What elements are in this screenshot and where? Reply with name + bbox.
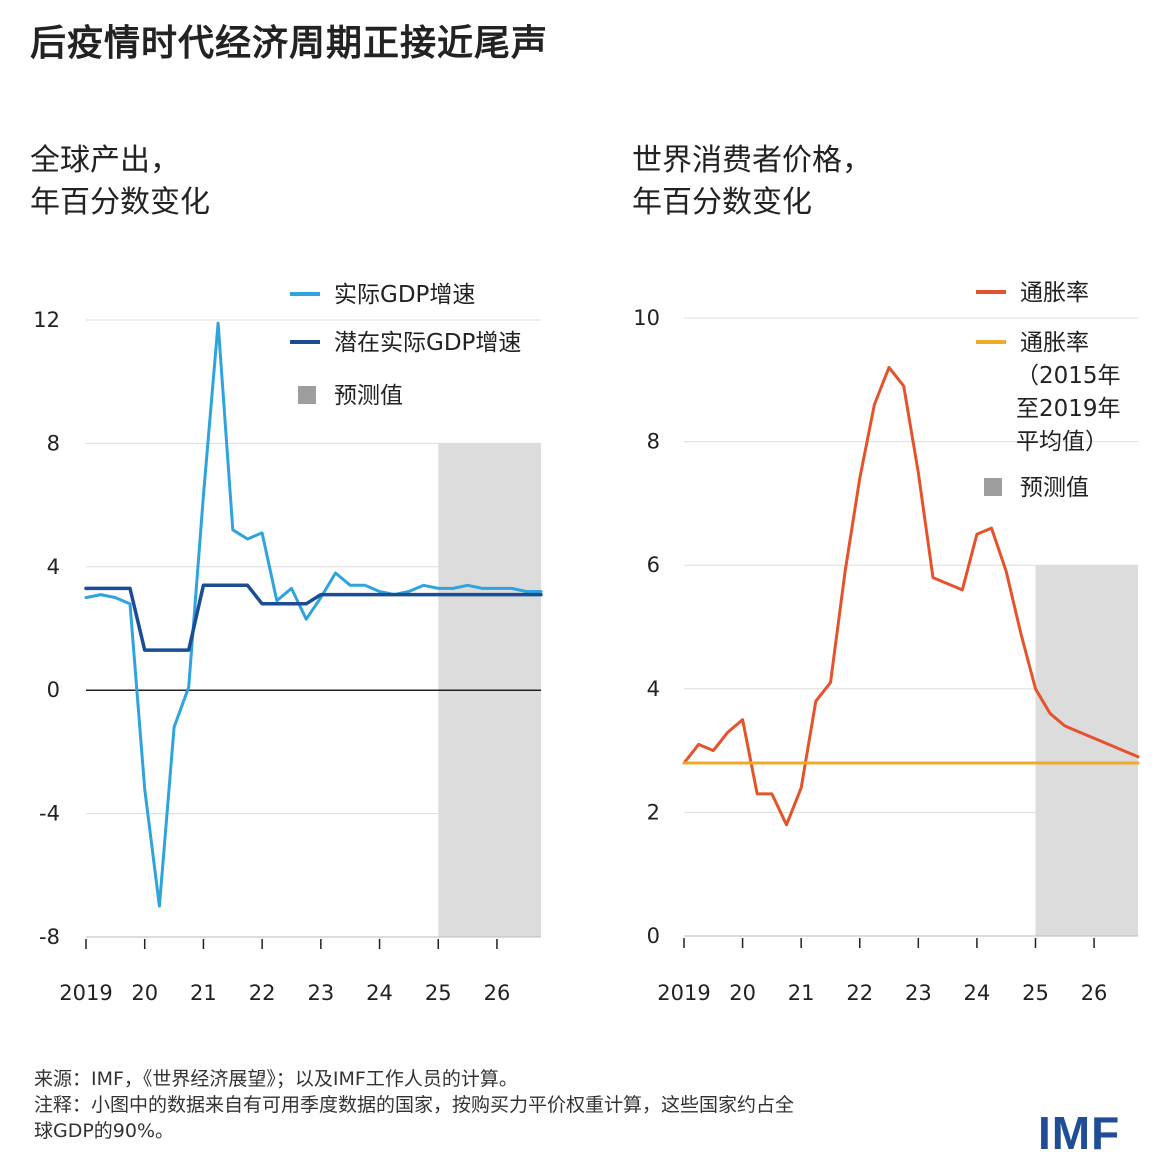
footnote-line-1: 注释：小图中的数据来自有可用季度数据的国家，按购买力平价权重计算，这些国家约占全 xyxy=(34,1094,795,1116)
left-y-tick-label: -4 xyxy=(39,802,60,826)
left-x-tick-label: 2019 xyxy=(59,981,112,1005)
left-series-secondary-line xyxy=(84,583,543,652)
left-chart-title: 全球产出， 年百分数变化 xyxy=(30,140,210,224)
left-x-tick-label: 26 xyxy=(484,981,511,1005)
left-series-primary-line xyxy=(84,321,543,908)
right-legend-label-1: 通胀率 xyxy=(1020,330,1089,356)
left-x-tick-label: 21 xyxy=(190,981,217,1005)
right-y-tick-label: 8 xyxy=(647,430,660,454)
right-legend-swatch-2 xyxy=(984,478,1002,496)
left-y-tick-label: -8 xyxy=(39,925,60,949)
right-chart-title-line2: 年百分数变化 xyxy=(632,185,812,220)
right-x-tick-label: 26 xyxy=(1081,981,1108,1005)
right-x-tick-label: 25 xyxy=(1022,981,1049,1005)
left-legend-label-2: 预测值 xyxy=(334,383,403,409)
left-x-tick-label: 23 xyxy=(307,981,334,1005)
right-legend-label-1-label2: （2015年 xyxy=(1016,363,1121,389)
right-x-tick-label: 22 xyxy=(846,981,873,1005)
left-y-tick-label: 0 xyxy=(47,678,60,702)
right-x-tick-label: 2019 xyxy=(657,981,710,1005)
left-y-tick-label: 12 xyxy=(33,308,60,332)
left-y-tick-label: 8 xyxy=(47,431,60,455)
right-y-tick-label: 6 xyxy=(647,553,660,577)
left-chart-title-line1: 全球产出， xyxy=(30,143,180,178)
left-legend-label-1: 潜在实际GDP增速 xyxy=(334,330,521,356)
footnote-line-2: 球GDP的90%。 xyxy=(34,1120,175,1142)
right-legend-label-2: 预测值 xyxy=(1020,475,1089,501)
right-chart-title-line1: 世界消费者价格， xyxy=(632,143,872,178)
page-title: 后疫情时代经济周期正接近尾声 xyxy=(30,23,549,64)
right-x-tick-label: 23 xyxy=(905,981,932,1005)
right-x-tick-label: 21 xyxy=(788,981,815,1005)
right-y-tick-label: 10 xyxy=(633,306,660,330)
right-legend-label-1-label4: 平均值） xyxy=(1016,429,1108,455)
right-x-tick-label: 24 xyxy=(964,981,991,1005)
left-chart-title-line2: 年百分数变化 xyxy=(30,185,210,220)
left-legend-swatch-2 xyxy=(298,386,316,404)
right-y-tick-label: 0 xyxy=(647,924,660,948)
imf-logo: IMF xyxy=(1038,1107,1121,1159)
right-y-tick-label: 2 xyxy=(647,800,660,824)
footer-notes: 来源：IMF，《世界经济展望》；以及IMF工作人员的计算。 注释：小图中的数据来… xyxy=(34,1066,1014,1144)
right-x-tick-label: 20 xyxy=(729,981,756,1005)
left-x-tick-label: 24 xyxy=(366,981,393,1005)
source-note: 来源：IMF，《世界经济展望》；以及IMF工作人员的计算。 xyxy=(34,1068,518,1090)
left-x-tick-label: 22 xyxy=(249,981,276,1005)
right-legend-label-0: 通胀率 xyxy=(1020,280,1089,306)
right-chart-title: 世界消费者价格， 年百分数变化 xyxy=(632,140,872,224)
left-x-tick-label: 20 xyxy=(131,981,158,1005)
right-legend-label-1-label3: 至2019年 xyxy=(1016,396,1121,422)
right-y-tick-label: 4 xyxy=(647,677,660,701)
left-legend-label-0: 实际GDP增速 xyxy=(334,282,475,308)
right-series-primary-line xyxy=(682,365,1140,827)
left-x-tick-label: 25 xyxy=(425,981,452,1005)
left-y-tick-label: 4 xyxy=(47,555,60,579)
